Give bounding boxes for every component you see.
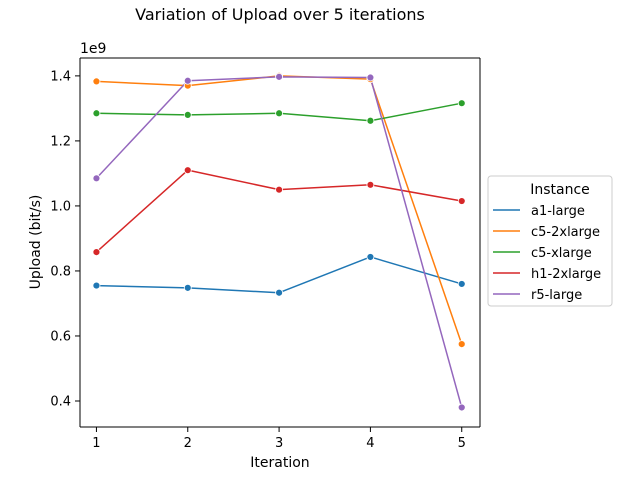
series-point-c5-2xlarge-5 bbox=[457, 340, 466, 348]
x-axis-tick-label-1: 1 bbox=[92, 436, 100, 451]
series-point-c5-2xlarge-1 bbox=[92, 77, 101, 86]
series-point-c5-xlarge-4 bbox=[366, 116, 375, 125]
series-point-c5-xlarge-5 bbox=[457, 99, 466, 108]
legend-label-h1-2xlarge: h1-2xlarge bbox=[531, 267, 601, 282]
series-point-r5-large-2 bbox=[183, 76, 192, 85]
axes-layer: 1 2 3 4 5 0.4 0.6 0.8 1.0 1.2 1.4 bbox=[50, 57, 481, 451]
x-axis-tick-label-5: 5 bbox=[458, 436, 466, 451]
legend-label-r5-large: r5-large bbox=[531, 288, 582, 303]
series-point-r5-large-1 bbox=[92, 174, 101, 183]
series-point-a1-large-2 bbox=[183, 283, 192, 292]
y-axis-tick-label-2: 0.6 bbox=[50, 329, 71, 344]
legend-label-c5-xlarge: c5-xlarge bbox=[531, 246, 592, 261]
y-axis-title: Upload (bit/s) bbox=[28, 195, 44, 290]
y-axis-tick-label-1: 0.4 bbox=[50, 394, 71, 409]
series-point-h1-2xlarge-2 bbox=[183, 166, 192, 175]
legend-label-c5-2xlarge: c5-2xlarge bbox=[531, 225, 600, 240]
x-axis-tick-label-3: 3 bbox=[275, 436, 283, 451]
y-axis-tick-label-5: 1.2 bbox=[50, 134, 71, 149]
series-layer bbox=[92, 71, 466, 412]
series-point-h1-2xlarge-4 bbox=[366, 180, 375, 189]
x-axis-tick-label-4: 4 bbox=[366, 436, 374, 451]
x-axis-tick-label-2: 2 bbox=[184, 436, 192, 451]
series-point-c5-xlarge-2 bbox=[183, 110, 192, 119]
series-point-a1-large-4 bbox=[366, 253, 375, 261]
legend-items: a1-large c5-2xlarge c5-xlarge h1-2xlarge r5-… bbox=[493, 204, 601, 303]
legend: Instance a1-large c5-2xlarge c5-xlarge h1-2… bbox=[487, 175, 613, 307]
series-point-c5-xlarge-3 bbox=[275, 109, 283, 118]
series-point-a1-large-5 bbox=[457, 280, 466, 288]
series-point-r5-large-4 bbox=[366, 73, 375, 82]
series-point-h1-2xlarge-3 bbox=[275, 185, 283, 194]
y-axis-tick-label-4: 1.0 bbox=[50, 199, 71, 214]
legend-label-a1-large: a1-large bbox=[531, 204, 585, 219]
legend-title: Instance bbox=[530, 182, 590, 198]
series-point-r5-large-3 bbox=[275, 72, 283, 81]
x-axis-title: Iteration bbox=[250, 455, 309, 471]
plot-background bbox=[80, 58, 480, 427]
series-point-a1-large-3 bbox=[275, 288, 283, 297]
chart-title: Variation of Upload over 5 iterations bbox=[135, 5, 425, 24]
series-point-h1-2xlarge-1 bbox=[92, 248, 101, 256]
series-point-c5-xlarge-1 bbox=[92, 109, 101, 118]
y-axis-tick-label-6: 1.4 bbox=[50, 69, 71, 84]
y-axis-tick-label-3: 0.8 bbox=[50, 264, 71, 279]
plot-area bbox=[80, 58, 480, 427]
y-axis-offset-label: 1e9 bbox=[80, 41, 106, 57]
series-point-a1-large-1 bbox=[92, 281, 101, 290]
series-point-h1-2xlarge-5 bbox=[457, 197, 466, 205]
series-point-r5-large-5 bbox=[457, 403, 466, 412]
